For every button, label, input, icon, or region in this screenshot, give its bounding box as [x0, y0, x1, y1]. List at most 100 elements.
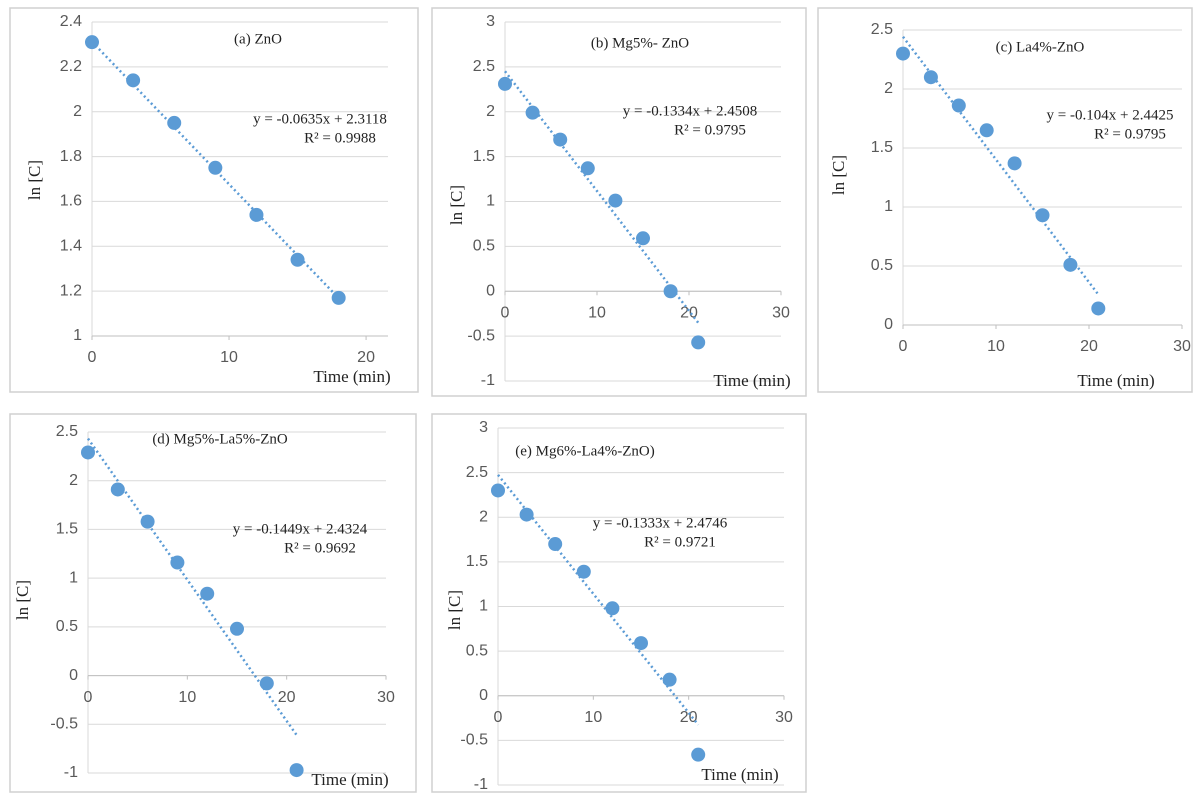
data-point: [81, 445, 95, 460]
y-tick-label: -1: [64, 764, 78, 781]
chart-panel: 0 0.5 1 1.5 2 2.5 0 10 20 30 (c) La4%-ZnO y = -0.10…: [817, 7, 1193, 393]
equation: R² = 0.9795: [674, 122, 746, 138]
y-tick-label: 0.5: [871, 257, 893, 274]
y-tick-label: 0: [486, 282, 495, 299]
data-point: [548, 537, 563, 552]
chart-title: (b) Mg5%- ZnO: [591, 35, 689, 51]
x-tick-label: 10: [584, 709, 602, 726]
x-tick-label: 20: [680, 709, 698, 726]
equation: y = -0.0635x + 2.3118: [253, 111, 387, 127]
data-point: [259, 676, 274, 691]
data-point: [200, 586, 215, 601]
data-point: [608, 193, 623, 208]
data-point: [491, 483, 505, 498]
y-tick-label: 1.8: [60, 148, 82, 165]
y-tick-label: 0.5: [466, 642, 488, 659]
panel-border: [817, 7, 1193, 393]
y-tick-label: 1.5: [871, 139, 893, 156]
panel-border: [9, 7, 419, 393]
y-tick-label: 3: [479, 419, 488, 436]
y-axis-label: ln [C]: [13, 580, 32, 620]
y-tick-label: 2: [69, 472, 78, 489]
y-tick-label: 1: [73, 327, 82, 344]
y-tick-label: 2.5: [466, 464, 488, 481]
y-tick-label: 1.5: [56, 521, 78, 538]
y-tick-label: 2.5: [473, 58, 495, 75]
equation: R² = 0.9795: [1094, 126, 1166, 142]
panel-border: [431, 413, 807, 793]
chart-title: (e) Mg6%-La4%-ZnO): [515, 443, 655, 459]
y-axis-label: ln [C]: [25, 160, 44, 200]
data-point: [691, 747, 706, 762]
x-tick-label: 10: [220, 349, 238, 366]
equation: R² = 0.9988: [304, 130, 376, 146]
data-point: [979, 123, 994, 138]
data-point: [110, 482, 125, 497]
chart-title: (c) La4%-ZnO: [996, 39, 1085, 55]
y-tick-label: 2.2: [60, 58, 82, 75]
y-axis-label: ln [C]: [447, 185, 466, 225]
x-tick-label: 20: [278, 689, 296, 706]
y-axis-label: ln [C]: [445, 590, 464, 630]
x-tick-label: 0: [501, 304, 510, 321]
equation: y = -0.1449x + 2.4324: [233, 521, 368, 537]
equation: y = -0.1333x + 2.4746: [593, 515, 728, 531]
y-tick-label: 0: [69, 667, 78, 684]
data-point: [126, 73, 141, 88]
data-point: [498, 76, 512, 91]
x-axis-label: Time (min): [701, 765, 778, 784]
chart-title: (a) ZnO: [234, 31, 282, 47]
data-point: [170, 555, 185, 570]
y-axis-label: ln [C]: [829, 155, 848, 195]
chart-panel: -1 -0.5 0 0.5 1 1.5 2 2.5 0 10 20 30 (d) Mg5%-La5%-Z…: [9, 413, 417, 793]
y-tick-label: -0.5: [467, 327, 495, 344]
x-tick-label: 30: [775, 709, 793, 726]
x-tick-label: 0: [88, 349, 97, 366]
data-point: [605, 601, 620, 616]
y-tick-label: 1.5: [473, 148, 495, 165]
x-tick-label: 20: [680, 304, 698, 321]
equation: R² = 0.9721: [644, 534, 716, 550]
data-point: [923, 70, 938, 85]
y-tick-label: 1: [69, 569, 78, 586]
data-point: [230, 621, 244, 636]
y-tick-label: 1.4: [60, 238, 82, 255]
data-point: [951, 98, 966, 113]
y-tick-label: 2: [479, 508, 488, 525]
y-tick-label: -0.5: [460, 732, 488, 749]
y-tick-label: 1.2: [60, 282, 82, 299]
data-point: [663, 284, 678, 299]
y-tick-label: 2: [486, 103, 495, 120]
x-tick-label: 0: [494, 709, 503, 726]
chart-panel: -1-0.500.511.522.530 10 20 30(e) Mg6%-La4%-…: [431, 413, 807, 793]
y-tick-label: -1: [481, 372, 495, 389]
y-tick-label: 0: [479, 687, 488, 704]
data-point: [636, 231, 650, 246]
data-point: [634, 636, 648, 651]
x-axis-label: Time (min): [311, 770, 388, 789]
data-point: [331, 290, 346, 305]
data-point: [525, 105, 540, 120]
x-axis-label: Time (min): [713, 371, 790, 390]
data-point: [1035, 208, 1050, 223]
data-point: [580, 161, 595, 176]
data-point: [290, 252, 305, 267]
y-tick-label: 3: [486, 13, 495, 30]
x-tick-label: 30: [1173, 338, 1191, 355]
trendline: [902, 36, 1100, 296]
data-point: [662, 672, 677, 687]
data-point: [85, 35, 99, 50]
y-tick-label: 2: [884, 80, 893, 97]
equation: y = -0.1334x + 2.4508: [623, 103, 757, 119]
y-tick-label: 2.5: [871, 21, 893, 38]
panel-border: [9, 413, 417, 793]
x-tick-label: 20: [1080, 338, 1098, 355]
y-tick-label: 1: [479, 598, 488, 615]
x-tick-label: 0: [899, 338, 908, 355]
y-tick-label: -1: [474, 776, 488, 793]
chart-title: (d) Mg5%-La5%-ZnO: [152, 431, 288, 447]
y-tick-label: 1.5: [466, 553, 488, 570]
data-point: [208, 160, 223, 175]
y-tick-label: 2.5: [56, 423, 78, 440]
data-point: [691, 335, 706, 350]
